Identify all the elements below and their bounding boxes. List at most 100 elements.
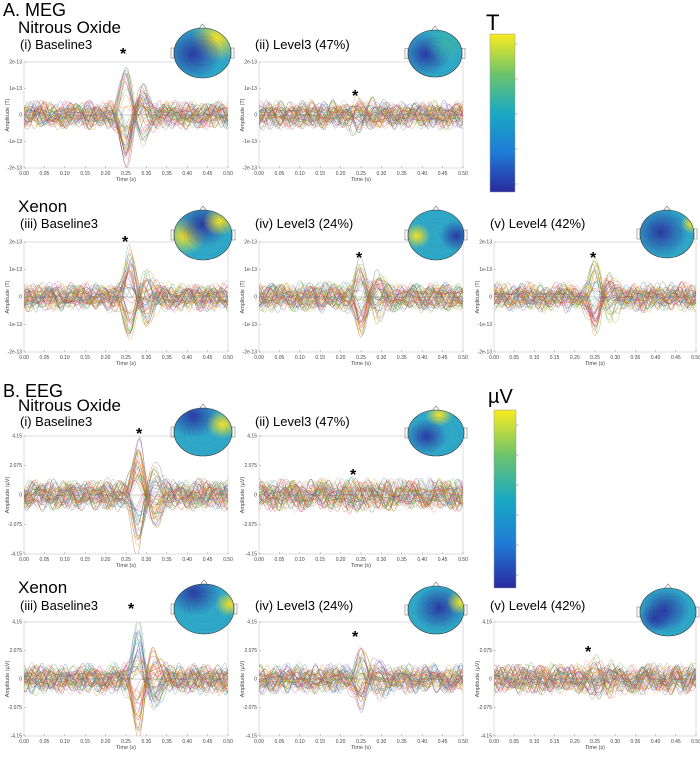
x-tick-label: 0.20	[336, 171, 346, 177]
channel-trace	[259, 664, 463, 702]
channel-trace	[494, 669, 696, 688]
x-tick-label: 0.30	[142, 171, 152, 177]
section-label-meg: A. MEG	[3, 0, 67, 20]
y-tick-label: -2e-13	[8, 350, 23, 356]
y-tick-label: 0	[19, 113, 22, 119]
channel-trace	[494, 667, 696, 692]
channel-trace	[259, 104, 463, 126]
channel-trace	[24, 658, 228, 717]
butterfly-plot-meg-xe-level3: 2e-13 1e-13 0 -1e-13 -2e-130.00 0.05 0.10 0.15 0…	[240, 240, 468, 368]
x-tick-label: 0.25	[590, 739, 600, 745]
channel-trace	[494, 278, 696, 328]
x-tick-label: 0.40	[182, 739, 192, 745]
butterfly-plot-eeg-xe-level4: 4.15 2.075 0 -2.075 -4.150.00 0.05 0.10 0.15 0.2…	[475, 620, 700, 752]
y-tick-label: 2.075	[479, 648, 492, 654]
channel-trace	[259, 665, 463, 696]
channel-trace	[259, 280, 463, 325]
channel-trace	[259, 281, 463, 313]
y-tick-label: 2e-13	[244, 60, 257, 66]
y-tick-label: 4.15	[12, 620, 22, 626]
y-tick-label: -1e-13	[243, 322, 258, 328]
x-tick-label: 0.35	[162, 739, 172, 745]
channel-trace	[24, 436, 228, 527]
channel-trace	[24, 661, 228, 701]
topomap-head-icon	[404, 205, 468, 261]
channel-trace	[494, 284, 696, 311]
channel-trace	[259, 486, 463, 503]
channel-trace	[24, 73, 228, 134]
channel-trace	[259, 650, 463, 695]
y-tick-label: 0	[489, 295, 492, 301]
x-tick-label: 0.00	[19, 557, 29, 563]
x-tick-label: 0.45	[203, 171, 213, 177]
topomap-head-icon	[170, 23, 235, 79]
x-tick-label: 0.50	[458, 739, 468, 745]
channel-trace	[494, 284, 696, 325]
x-tick-label: 0.30	[142, 355, 152, 361]
x-tick-label: 0.45	[671, 355, 681, 361]
panel-title: (ii) Level3 (47%)	[255, 414, 350, 429]
x-tick-label: 0.40	[182, 171, 192, 177]
topomap-head-icon	[170, 205, 236, 261]
x-tick-label: 0.30	[610, 739, 620, 745]
y-tick-label: -2.075	[8, 705, 22, 711]
x-axis-label: Time (s)	[116, 361, 136, 367]
channel-trace	[259, 477, 463, 510]
channel-trace	[259, 648, 463, 694]
x-tick-label: 0.40	[651, 355, 661, 361]
channel-trace	[24, 96, 228, 131]
x-tick-label: 0.00	[19, 739, 29, 745]
y-tick-label: 4.15	[247, 620, 257, 626]
x-tick-label: 0.50	[458, 355, 468, 361]
panel-title: (ii) Level3 (47%)	[255, 37, 350, 52]
x-tick-label: 0.20	[570, 739, 580, 745]
x-tick-label: 0.05	[40, 171, 50, 177]
channel-trace	[24, 93, 228, 142]
panel-title: (iii) Baseline3	[20, 216, 99, 231]
y-tick-label: 1e-13	[9, 86, 22, 92]
channel-trace	[24, 280, 228, 321]
channel-trace	[24, 439, 228, 528]
x-tick-label: 0.35	[631, 355, 641, 361]
y-tick-label: 1e-13	[244, 267, 257, 273]
x-tick-label: 0.40	[417, 171, 427, 177]
butterfly-plot-meg-xe-baseline3: 2e-13 1e-13 0 -1e-13 -2e-130.00 0.05 0.10 0.15 0…	[5, 240, 233, 368]
x-tick-label: 0.20	[101, 171, 111, 177]
peak-star: *	[350, 467, 357, 484]
x-tick-label: 0.05	[275, 739, 285, 745]
panel-title: (iii) Baseline3	[20, 598, 99, 613]
channel-trace	[259, 669, 463, 686]
x-tick-label: 0.00	[489, 739, 499, 745]
channel-trace	[24, 270, 228, 340]
x-tick-label: 0.50	[223, 355, 233, 361]
panel-title: (i) Baseline3	[20, 414, 93, 429]
x-tick-label: 0.50	[458, 171, 468, 177]
x-tick-label: 0.05	[275, 171, 285, 177]
x-tick-label: 0.10	[295, 557, 305, 563]
channel-trace	[24, 285, 228, 332]
peak-star: *	[128, 601, 135, 618]
x-tick-label: 0.10	[60, 355, 70, 361]
y-tick-label: 0	[489, 677, 492, 683]
x-tick-label: 0.50	[223, 557, 233, 563]
channel-trace	[259, 283, 463, 323]
channel-trace	[259, 659, 463, 710]
x-axis-label: Time (s)	[351, 177, 371, 183]
channel-trace	[24, 253, 228, 318]
channel-trace	[259, 94, 463, 129]
channel-trace	[259, 661, 463, 692]
x-tick-label: 0.30	[377, 171, 387, 177]
x-tick-label: 0.20	[101, 557, 111, 563]
x-tick-label: 0.15	[315, 557, 325, 563]
y-tick-label: 0	[254, 677, 257, 683]
x-tick-label: 0.20	[336, 557, 346, 563]
channel-trace	[259, 276, 463, 333]
y-tick-label: -2.075	[243, 522, 257, 528]
channel-trace	[24, 284, 228, 324]
colorbar-meg	[489, 33, 518, 193]
channel-trace	[24, 85, 228, 168]
x-tick-label: 0.15	[315, 171, 325, 177]
channel-trace	[24, 655, 228, 730]
y-tick-label: -2e-13	[243, 350, 258, 356]
channel-trace	[494, 282, 696, 322]
